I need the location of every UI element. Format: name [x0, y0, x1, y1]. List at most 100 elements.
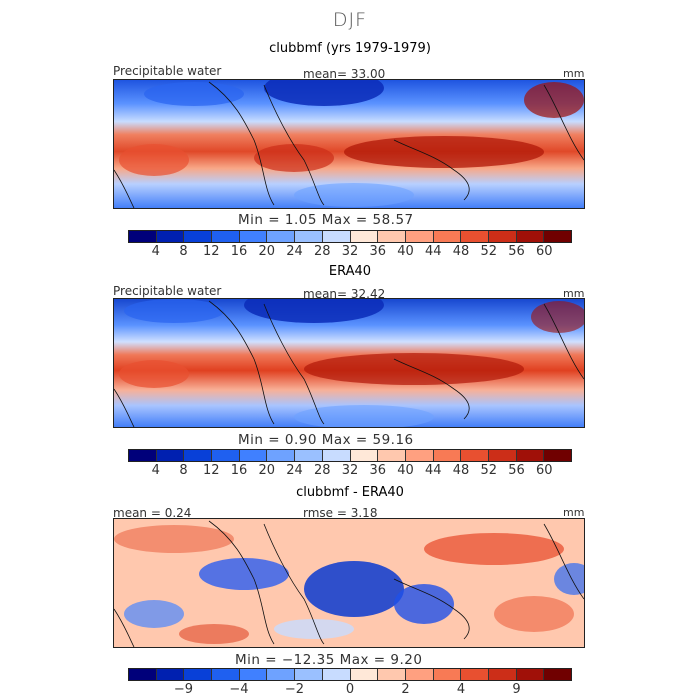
- panel-1-mean-label: mean= 33.00: [303, 67, 386, 81]
- colorbar-segment: [405, 231, 434, 242]
- colorbar-segment: [239, 231, 268, 242]
- colorbar-tick-label: 56: [508, 244, 525, 259]
- colorbar-tick-label: 40: [397, 463, 414, 478]
- panel-1-units-label: mm: [563, 67, 585, 80]
- colorbar-tick-label: −2: [284, 682, 305, 697]
- colorbar-tick-label: 12: [202, 244, 220, 259]
- colorbar-segment: [212, 231, 240, 242]
- panel-2-units-label: mm: [563, 287, 585, 300]
- colorbar-tick-label: 28: [313, 244, 331, 259]
- colorbar-segment: [488, 231, 517, 242]
- colorbar-segment: [433, 231, 462, 242]
- colorbar-tick-label: 20: [258, 244, 276, 259]
- colorbar-tick-label: 8: [179, 463, 188, 478]
- colorbar-segment: [129, 231, 157, 242]
- colorbar-tick-label: 56: [508, 463, 525, 478]
- panel-2-colorbar: [128, 449, 572, 462]
- colorbar-segment: [295, 231, 323, 242]
- panel-2-title: ERA40: [328, 264, 372, 279]
- colorbar-tick-label: 32: [341, 463, 359, 478]
- colorbar-segment: [212, 669, 240, 680]
- panel-1-min-max: Min = 1.05 Max = 58.57: [238, 212, 414, 228]
- colorbar-segment: [488, 450, 517, 461]
- colorbar-tick-label: 28: [313, 463, 331, 478]
- panel-3-colorbar-ticks: −9 −4 −2 0 2 4 9: [128, 682, 572, 698]
- colorbar-segment: [184, 450, 213, 461]
- panel-2-mean-label: mean= 32.42: [303, 287, 386, 301]
- panel-2-variable-label: Precipitable water: [113, 284, 222, 298]
- colorbar-segment: [322, 669, 351, 680]
- colorbar-tick-label: 48: [452, 463, 470, 478]
- colorbar-segment: [350, 669, 379, 680]
- panel-3-map-field: [114, 519, 584, 647]
- colorbar-tick-label: 4: [151, 244, 160, 259]
- colorbar-segment: [378, 231, 406, 242]
- colorbar-segment: [544, 231, 571, 242]
- colorbar-tick-label: 9: [512, 682, 521, 697]
- panel-3-mean-label: mean = 0.24: [113, 506, 192, 520]
- colorbar-tick-label: 44: [424, 463, 442, 478]
- colorbar-tick-label: 32: [341, 244, 359, 259]
- panel-3-rmse-label: rmse = 3.18: [303, 506, 378, 520]
- colorbar-segment: [516, 450, 545, 461]
- colorbar-tick-label: 4: [151, 463, 160, 478]
- colorbar-segment: [405, 669, 434, 680]
- colorbar-tick-label: −4: [229, 682, 249, 697]
- colorbar-tick-label: 52: [480, 463, 498, 478]
- colorbar-segment: [544, 669, 571, 680]
- panel-3-colorbar: [128, 668, 572, 681]
- colorbar-segment: [295, 450, 323, 461]
- colorbar-tick-label: 20: [258, 463, 276, 478]
- colorbar-tick-label: 48: [452, 244, 470, 259]
- colorbar-segment: [295, 669, 323, 680]
- colorbar-segment: [129, 669, 157, 680]
- panel-1-map: [113, 79, 585, 209]
- colorbar-segment: [433, 450, 462, 461]
- colorbar-segment: [156, 231, 185, 242]
- colorbar-tick-label: 8: [179, 244, 188, 259]
- colorbar-tick-label: 40: [397, 244, 414, 259]
- colorbar-segment: [544, 450, 571, 461]
- colorbar-segment: [516, 231, 545, 242]
- colorbar-tick-label: 24: [286, 244, 303, 259]
- colorbar-segment: [488, 669, 517, 680]
- colorbar-segment: [350, 231, 379, 242]
- colorbar-tick-label: −9: [173, 682, 194, 697]
- panel-3-units-label: mm: [563, 506, 585, 519]
- colorbar-segment: [461, 231, 489, 242]
- colorbar-segment: [212, 450, 240, 461]
- colorbar-segment: [156, 669, 185, 680]
- panel-1-title: clubbmf (yrs 1979-1979): [269, 41, 431, 56]
- colorbar-segment: [267, 450, 296, 461]
- colorbar-tick-label: 4: [456, 682, 466, 697]
- panel-1-colorbar-ticks: 4 8 12 16 20 24 28 32 36 40 44 48 52 56 60: [128, 244, 572, 260]
- colorbar-tick-label: 52: [480, 244, 498, 259]
- panel-2-colorbar-ticks: 4 8 12 16 20 24 28 32 36 40 44 48 52 56 60: [128, 463, 572, 479]
- colorbar-tick-label: 44: [424, 244, 442, 259]
- panel-1-variable-label: Precipitable water: [113, 64, 222, 78]
- colorbar-segment: [516, 669, 545, 680]
- colorbar-segment: [129, 450, 157, 461]
- colorbar-tick-label: 16: [230, 463, 248, 478]
- colorbar-segment: [433, 669, 462, 680]
- panel-1-colorbar: [128, 230, 572, 243]
- panel-3-title: clubbmf - ERA40: [296, 485, 404, 500]
- colorbar-segment: [239, 450, 268, 461]
- panel-3-min-max: Min = −12.35 Max = 9.20: [235, 652, 423, 668]
- colorbar-segment: [461, 450, 489, 461]
- panel-2-map: [113, 298, 585, 428]
- colorbar-tick-label: 16: [230, 244, 248, 259]
- panel-3-map: [113, 518, 585, 648]
- colorbar-segment: [378, 450, 406, 461]
- colorbar-segment: [350, 450, 379, 461]
- colorbar-tick-label: 12: [202, 463, 220, 478]
- figure-title: DJF: [332, 9, 368, 31]
- colorbar-segment: [405, 450, 434, 461]
- colorbar-segment: [322, 231, 351, 242]
- colorbar-tick-label: 60: [535, 463, 553, 478]
- colorbar-segment: [267, 669, 296, 680]
- colorbar-segment: [239, 669, 268, 680]
- colorbar-tick-label: 36: [369, 463, 387, 478]
- colorbar-tick-label: 60: [535, 244, 553, 259]
